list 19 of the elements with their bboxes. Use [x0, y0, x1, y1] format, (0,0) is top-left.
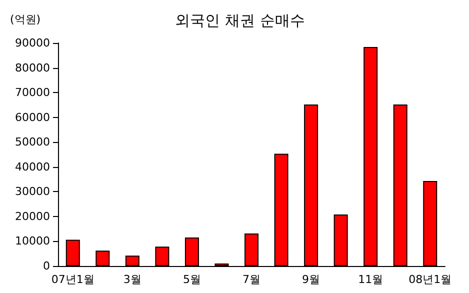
y-tick-label: 0 — [43, 260, 50, 272]
x-tick-label: 7월 — [242, 273, 260, 286]
y-tick-label: 10000 — [15, 234, 50, 248]
y-tick-label: 90000 — [15, 36, 50, 50]
y-tick-label: 30000 — [15, 185, 50, 198]
x-tick-label: 07년1월 — [51, 273, 94, 286]
y-tick-label: 20000 — [15, 210, 50, 223]
y-tick-label: 50000 — [15, 136, 50, 149]
y-tick-label: 60000 — [15, 110, 50, 124]
x-tick-label: 5월 — [182, 273, 201, 286]
y-tick-label: 80000 — [15, 61, 50, 74]
x-tick-label: 08년1월 — [408, 273, 452, 286]
y-tick-label: 40000 — [15, 160, 50, 174]
y-tick-label: 70000 — [15, 86, 50, 100]
chart-title: 외국인 채권 순매수 — [175, 12, 305, 30]
x-tick-label: 3월 — [123, 273, 142, 286]
y-axis-title: (억원) — [10, 13, 41, 26]
x-tick-label: 9월 — [302, 273, 320, 286]
x-tick-label: 11월 — [358, 273, 384, 286]
